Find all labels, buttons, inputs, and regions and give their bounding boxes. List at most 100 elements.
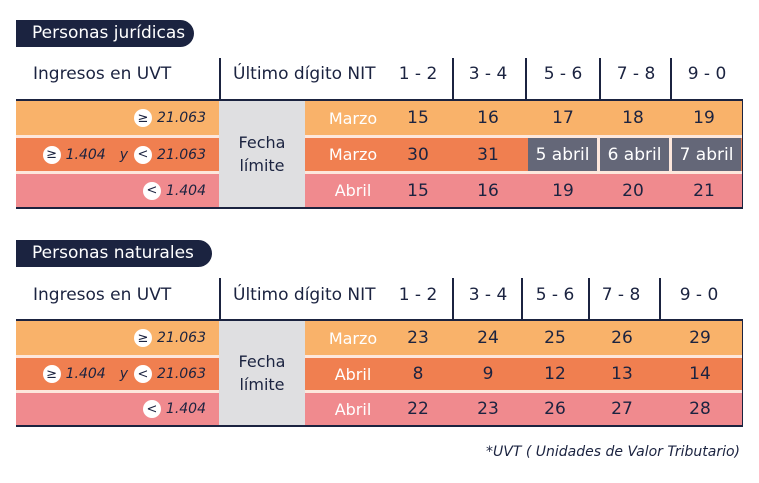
header-digit-34: 3 - 4 (468, 64, 508, 84)
date-cell: 21 (693, 180, 715, 201)
date-cell: 29 (689, 328, 711, 348)
month-label: Abril (334, 399, 372, 419)
lt-symbol: < (134, 365, 152, 383)
date-cell: 26 (544, 399, 566, 419)
condition-row1: ≥21.063 (16, 101, 206, 135)
date-cell: 14 (689, 364, 711, 384)
date-cell: 5 abril (535, 144, 590, 165)
date-cell: 27 (611, 399, 633, 419)
month-label: Abril (334, 364, 372, 384)
date-cell: 22 (407, 399, 429, 419)
month-label: Marzo (328, 145, 378, 164)
condition-value: 21.063 (157, 330, 206, 346)
fecha-limite-label: Fecha límite (219, 101, 305, 207)
fecha-line1: Fecha (238, 133, 286, 152)
table-row (16, 393, 742, 425)
header-digit-56: 5 - 6 (535, 285, 575, 305)
date-cell: 8 (412, 364, 424, 384)
header-ingresos-uvt: Ingresos en UVT (33, 285, 172, 305)
condition-row3: <1.404 (16, 393, 206, 425)
fecha-limite-column (219, 101, 305, 207)
month-label: Marzo (328, 328, 378, 348)
date-cell: 12 (544, 364, 566, 384)
header-ingresos-uvt: Ingresos en UVT (33, 64, 172, 84)
condition-value: 21.063 (157, 110, 206, 126)
header-divider (452, 278, 454, 320)
date-cell: 15 (407, 108, 429, 128)
row-separator (16, 390, 742, 393)
lt-symbol: < (142, 400, 161, 418)
header-digit-12: 1 - 2 (398, 64, 438, 84)
header-divider (670, 58, 672, 100)
gte-symbol: ≥ (42, 145, 61, 164)
lt-symbol: < (134, 145, 152, 164)
date-cell: 19 (693, 108, 715, 128)
date-cell: 15 (407, 180, 429, 201)
fecha-line2: límite (239, 375, 285, 394)
condition-value: 1.404 (65, 366, 106, 382)
condition-value: 21.063 (157, 146, 206, 163)
fecha-line2: límite (239, 156, 285, 175)
date-cell: 31 (477, 144, 499, 165)
date-cell: 13 (611, 364, 633, 384)
header-ultimo-digito: Último dígito NIT (233, 64, 376, 84)
condition-row2: ≥1.404 y <21.063 (16, 138, 206, 171)
header-digit-34: 3 - 4 (468, 285, 508, 305)
header-divider (659, 278, 661, 320)
date-cell: 19 (552, 180, 574, 201)
date-cell: 24 (477, 328, 499, 348)
month-label: Abril (334, 181, 372, 200)
lt-symbol: < (142, 181, 161, 200)
header-ultimo-digito: Último dígito NIT (233, 285, 376, 305)
header-divider (219, 58, 221, 100)
header-divider (219, 278, 221, 320)
date-cell: 23 (477, 399, 499, 419)
footnote: *UVT ( Unidades de Valor Tributario) (486, 444, 740, 460)
date-cell: 28 (689, 399, 711, 419)
date-cell: 25 (544, 328, 566, 348)
condition-value: 1.404 (165, 182, 206, 199)
row-separator (16, 135, 742, 138)
date-cell: 23 (407, 328, 429, 348)
date-cell: 7 abril (679, 144, 734, 165)
header-divider (588, 278, 590, 320)
header-divider (525, 58, 527, 100)
highlight-cells (528, 138, 741, 171)
date-cell: 18 (622, 108, 644, 128)
date-cell: 20 (622, 180, 644, 201)
table-row (16, 174, 742, 207)
row-separator (16, 355, 742, 358)
table-top-border (16, 99, 743, 101)
table-bottom-border (16, 425, 743, 427)
gte-symbol: ≥ (42, 365, 61, 383)
condition-row2: ≥1.404 y <21.063 (16, 358, 206, 390)
header-digit-78: 7 - 8 (601, 285, 641, 305)
header-digit-90: 9 - 0 (679, 285, 719, 305)
header-divider (599, 58, 601, 100)
header-digit-56: 5 - 6 (543, 64, 583, 84)
cell-separator (669, 138, 672, 171)
header-digit-78: 7 - 8 (616, 64, 656, 84)
header-digit-90: 9 - 0 (687, 64, 727, 84)
condition-and: y (119, 366, 128, 382)
date-cell: 26 (611, 328, 633, 348)
table-top-border (16, 319, 743, 321)
condition-value: 21.063 (157, 366, 206, 382)
condition-row3: <1.404 (16, 174, 206, 207)
cell-separator (597, 138, 600, 171)
condition-row1: ≥21.063 (16, 321, 206, 355)
section-title-naturales: Personas naturales (16, 240, 212, 267)
date-cell: 17 (552, 108, 574, 128)
table-bottom-border (16, 207, 743, 209)
condition-and: y (119, 146, 128, 163)
date-cell: 6 abril (607, 144, 662, 165)
condition-value: 1.404 (65, 146, 106, 163)
date-cell: 16 (477, 108, 499, 128)
section-title-juridicas: Personas jurídicas (16, 20, 194, 47)
condition-value: 1.404 (165, 401, 206, 417)
row-separator (16, 171, 742, 174)
month-label: Marzo (328, 108, 378, 128)
gte-symbol: ≥ (134, 329, 152, 347)
gte-symbol: ≥ (134, 109, 152, 127)
header-divider (521, 278, 523, 320)
